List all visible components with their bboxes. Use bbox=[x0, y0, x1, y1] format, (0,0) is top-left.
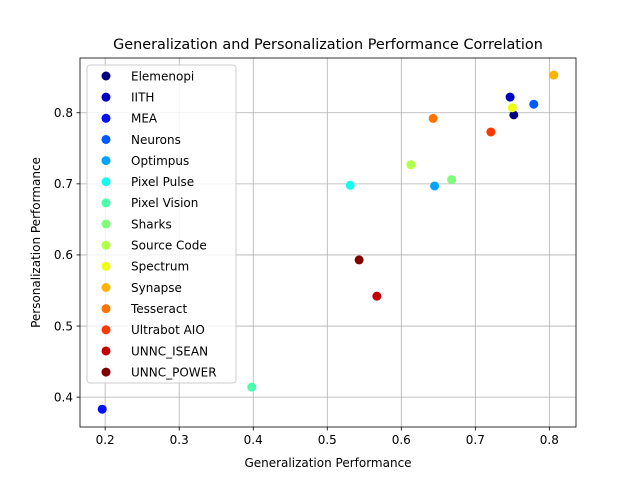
legend-marker bbox=[101, 367, 111, 377]
legend-label: Elemenopi bbox=[131, 69, 194, 83]
legend-label: IITH bbox=[131, 90, 154, 104]
x-tick-label: 0.6 bbox=[392, 433, 411, 447]
legend-label: Sharks bbox=[131, 217, 172, 231]
data-point bbox=[529, 99, 539, 109]
x-tick-label: 0.7 bbox=[466, 433, 485, 447]
legend-entries: Elemenopi IITH MEA Neurons Optimpus Pixel Pul… bbox=[101, 69, 217, 379]
data-point bbox=[486, 127, 496, 137]
legend-marker bbox=[101, 346, 111, 356]
x-axis-label: Generalization Performance bbox=[244, 456, 411, 470]
y-tick-label: 0.8 bbox=[54, 106, 73, 120]
y-axis-label: Personalization Performance bbox=[29, 157, 43, 328]
legend-marker bbox=[101, 156, 111, 166]
legend: Elemenopi IITH MEA Neurons Optimpus Pixel Pul… bbox=[86, 64, 237, 384]
legend-label: Synapse bbox=[131, 281, 182, 295]
x-tick-label: 0.4 bbox=[244, 433, 263, 447]
legend-marker bbox=[101, 304, 111, 314]
data-point bbox=[509, 110, 519, 120]
x-tick-label: 0.2 bbox=[96, 433, 115, 447]
y-tick-label: 0.7 bbox=[54, 177, 73, 191]
legend-label: Pixel Vision bbox=[131, 196, 198, 210]
data-point bbox=[372, 291, 382, 301]
y-tick-label: 0.4 bbox=[54, 390, 73, 404]
chart-title: Generalization and Personalization Perfo… bbox=[113, 37, 543, 53]
plot-frame bbox=[79, 57, 577, 428]
data-point bbox=[447, 175, 457, 185]
legend-marker bbox=[101, 219, 111, 229]
legend-marker bbox=[101, 240, 111, 250]
legend-marker bbox=[101, 325, 111, 335]
legend-box bbox=[86, 64, 237, 384]
legend-label: Tesseract bbox=[130, 302, 187, 316]
data-point bbox=[549, 70, 559, 80]
legend-label: Optimpus bbox=[131, 154, 189, 168]
legend-label: UNNC_POWER bbox=[131, 365, 217, 379]
legend-label: Neurons bbox=[131, 133, 181, 147]
x-tick-label: 0.5 bbox=[318, 433, 337, 447]
data-point bbox=[428, 113, 438, 123]
legend-marker bbox=[101, 261, 111, 271]
y-tick-label: 0.5 bbox=[54, 319, 73, 333]
y-tick-label: 0.6 bbox=[54, 248, 73, 262]
legend-marker bbox=[101, 198, 111, 208]
x-tick-label: 0.8 bbox=[540, 433, 559, 447]
tick-layer: 0.2 0.3 0.4 0.5 0.6 0.7 0.8 0.4 0.5 0.6 0.7 0.8 bbox=[54, 106, 559, 447]
data-point bbox=[247, 382, 257, 392]
data-point bbox=[507, 103, 517, 113]
data-point bbox=[505, 92, 515, 102]
data-point bbox=[97, 404, 107, 414]
data-point bbox=[345, 180, 355, 190]
legend-marker bbox=[101, 71, 111, 81]
points-layer bbox=[97, 70, 559, 414]
legend-marker bbox=[101, 283, 111, 292]
legend-marker bbox=[101, 177, 111, 187]
legend-marker bbox=[101, 92, 111, 102]
legend-label: Ultrabot AIO bbox=[131, 323, 205, 337]
legend-label: Spectrum bbox=[131, 260, 189, 274]
data-point bbox=[406, 160, 416, 170]
data-point bbox=[354, 255, 364, 265]
legend-marker bbox=[101, 113, 111, 123]
data-point bbox=[430, 181, 440, 191]
legend-label: UNNC_ISEAN bbox=[131, 344, 208, 358]
x-tick-label: 0.3 bbox=[170, 433, 189, 447]
legend-label: Source Code bbox=[131, 239, 207, 253]
legend-marker bbox=[101, 134, 111, 144]
legend-label: MEA bbox=[131, 112, 158, 126]
legend-label: Pixel Pulse bbox=[131, 175, 194, 189]
grid-layer bbox=[80, 58, 576, 427]
